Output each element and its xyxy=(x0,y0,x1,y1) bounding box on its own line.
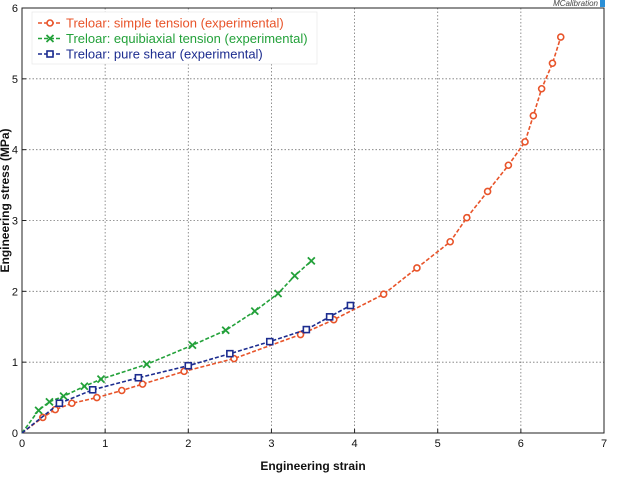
data-point xyxy=(88,385,97,394)
grid xyxy=(22,8,604,433)
data-point xyxy=(142,360,151,369)
data-point xyxy=(80,382,89,391)
data-point xyxy=(413,264,421,272)
legend-item: Treloar: pure shear (experimental) xyxy=(38,47,263,62)
data-point xyxy=(250,307,259,316)
data-point xyxy=(346,301,355,310)
x-axis-label: Engineering strain xyxy=(260,459,365,473)
legend-label: Treloar: pure shear (experimental) xyxy=(66,47,263,62)
data-point xyxy=(134,373,143,382)
x-tick-label: 0 xyxy=(19,438,25,450)
data-point xyxy=(296,330,305,339)
data-point xyxy=(226,349,234,358)
legend-marker xyxy=(45,34,55,43)
y-tick-label: 5 xyxy=(12,74,18,86)
series-line xyxy=(21,36,562,434)
data-point xyxy=(138,380,147,388)
brand-icon xyxy=(600,0,605,7)
data-point xyxy=(504,161,513,170)
data-point xyxy=(265,337,274,346)
x-tick-label: 5 xyxy=(435,438,441,450)
series-layer xyxy=(21,33,565,434)
y-axis-ticks: 0 1 2 3 4 5 6 xyxy=(12,3,26,440)
data-point xyxy=(117,386,126,395)
data-point xyxy=(537,84,546,93)
data-point xyxy=(529,111,538,120)
y-tick-label: 6 xyxy=(12,3,18,15)
x-tick-label: 4 xyxy=(352,438,358,450)
y-tick-label: 2 xyxy=(12,286,18,298)
data-point xyxy=(307,256,316,266)
brand-logo: MCalibration xyxy=(553,0,605,8)
legend: Treloar: simple tension (experimental)Tr… xyxy=(31,11,318,65)
legend-label: Treloar: simple tension (experimental) xyxy=(66,16,284,31)
legend-marker xyxy=(46,50,54,58)
data-point xyxy=(273,289,283,298)
series-1 xyxy=(21,256,316,434)
series-0 xyxy=(21,33,565,434)
y-tick-label: 0 xyxy=(12,428,18,440)
data-point xyxy=(548,59,557,68)
data-point xyxy=(51,405,60,414)
data-point xyxy=(221,326,230,335)
series-line xyxy=(21,304,351,434)
x-tick-label: 1 xyxy=(102,438,108,450)
x-tick-label: 7 xyxy=(601,438,607,450)
data-point xyxy=(188,341,197,350)
data-point xyxy=(180,367,188,376)
data-point xyxy=(521,138,529,146)
data-point xyxy=(463,213,471,222)
legend-box xyxy=(31,11,318,65)
data-point xyxy=(290,271,299,280)
data-point xyxy=(325,313,334,321)
series-line xyxy=(21,260,312,434)
x-tick-label: 3 xyxy=(268,438,274,450)
data-point xyxy=(96,375,106,384)
legend-label: Treloar: equibiaxial tension (experiment… xyxy=(66,31,308,46)
series-2 xyxy=(21,301,355,434)
data-point xyxy=(483,187,492,196)
legend-marker xyxy=(46,19,54,27)
data-point xyxy=(379,290,388,298)
data-point xyxy=(55,399,64,408)
brand-text: MCalibration xyxy=(553,0,598,8)
y-axis-label: Engineering stress (MPa) xyxy=(0,128,12,272)
data-point xyxy=(446,237,454,246)
x-tick-label: 6 xyxy=(518,438,524,450)
data-point xyxy=(45,397,54,406)
legend-item: Treloar: equibiaxial tension (experiment… xyxy=(38,31,308,46)
x-axis-ticks: 0 1 2 3 4 5 6 7 xyxy=(19,429,607,450)
data-point xyxy=(59,392,68,401)
data-point xyxy=(68,399,76,408)
data-point xyxy=(93,393,101,402)
y-tick-label: 3 xyxy=(12,216,18,228)
legend-item: Treloar: simple tension (experimental) xyxy=(38,16,284,31)
data-point xyxy=(184,361,193,370)
data-point xyxy=(556,33,565,41)
x-tick-label: 2 xyxy=(185,438,191,450)
y-tick-label: 1 xyxy=(12,357,18,369)
data-point xyxy=(302,325,311,334)
data-point xyxy=(34,406,43,415)
y-tick-label: 4 xyxy=(12,145,18,157)
